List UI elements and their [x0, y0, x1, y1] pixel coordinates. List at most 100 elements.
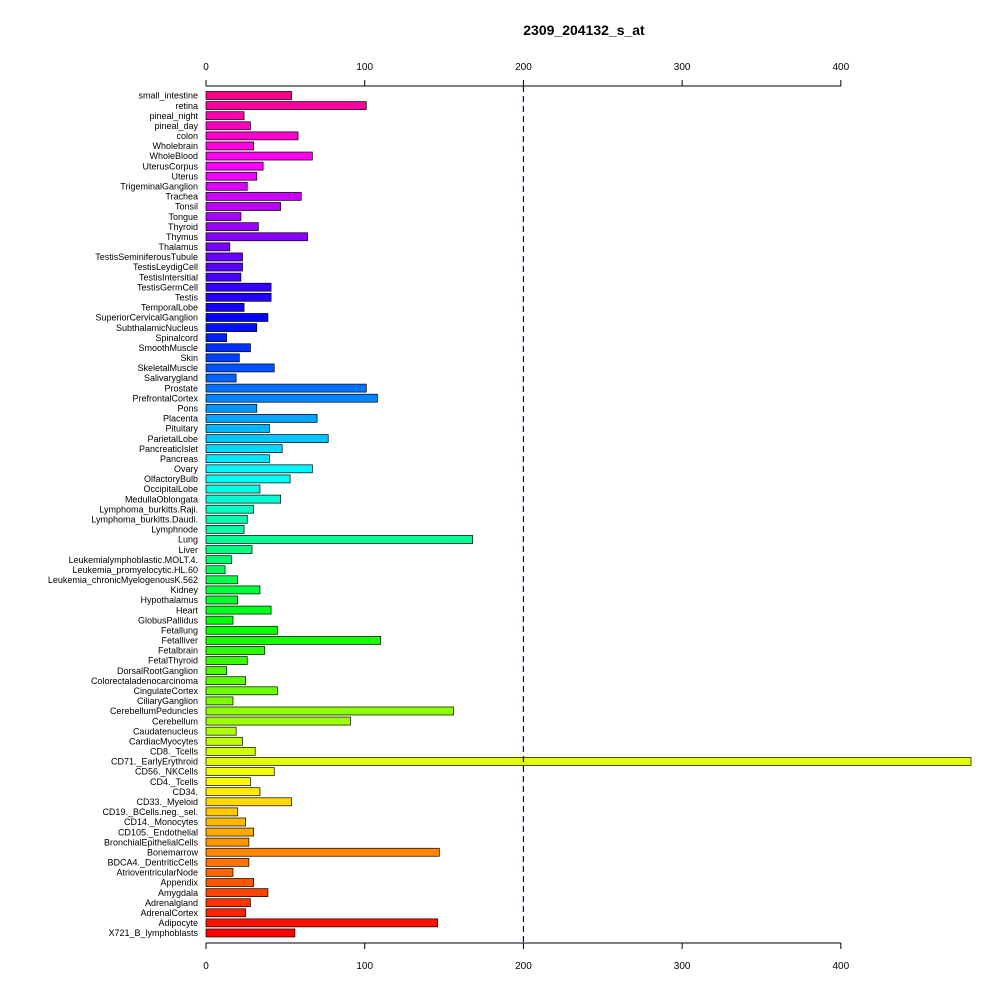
bar-SmoothMuscle: [205, 343, 251, 353]
category-label: TestisLeydigCell: [133, 262, 198, 272]
category-label: Hypothalamus: [140, 595, 198, 605]
category-label: CD8._Tcells: [150, 747, 199, 757]
bar-Leukemia_chronicMyelogenousK.562: [205, 575, 239, 585]
category-label: ParietalLobe: [147, 434, 198, 444]
category-label: Adrenalgland: [145, 898, 198, 908]
category-label: CD56._NKCells: [135, 767, 199, 777]
bar-retina: [205, 101, 367, 110]
category-label: CD33._Myeloid: [136, 797, 198, 807]
category-label: CardiacMyocytes: [129, 736, 199, 746]
bar-TrigeminalGanglion: [205, 181, 248, 191]
category-label: Pancreas: [160, 454, 199, 464]
category-label: colon: [176, 131, 198, 141]
bar-Caudatenucleus: [205, 726, 237, 736]
bar-SubthalamicNucleus: [205, 323, 258, 332]
bar-Skin: [205, 353, 240, 363]
bar-Salivarygland: [205, 373, 237, 383]
bar-Pancreas: [205, 454, 270, 464]
bottom-axis-tick-label: 200: [515, 961, 532, 972]
category-label: Tongue: [168, 212, 198, 222]
bar-CD8._Tcells: [205, 746, 256, 756]
bar-X721_B_lymphoblasts: [205, 928, 296, 938]
bar-Colorectaladenocarcinoma: [205, 676, 247, 686]
bar-Adipocyte: [205, 918, 439, 928]
category-label: Skin: [180, 353, 198, 363]
category-label: Testis: [175, 293, 199, 303]
category-label: OlfactoryBulb: [144, 474, 198, 484]
top-axis-tick-label: 100: [356, 62, 373, 73]
bar-UterusCorpus: [205, 161, 264, 171]
category-label: PancreaticIslet: [139, 444, 199, 454]
bar-Testis: [205, 292, 272, 302]
bar-Cerebellum: [205, 716, 351, 726]
bar-Leukemialymphoblastic.MOLT.4.: [205, 555, 232, 564]
bar-ParietalLobe: [205, 434, 329, 443]
bar-CerebellumPeduncles: [205, 706, 454, 716]
category-label: SmoothMuscle: [138, 343, 198, 353]
chart-title: 2309_204132_s_at: [523, 22, 645, 38]
bar-CD4._Tcells: [205, 777, 251, 786]
top-axis-tick-label: 300: [674, 62, 691, 73]
category-label: CerebellumPeduncles: [110, 706, 199, 716]
top-axis-tick-label: 0: [203, 62, 209, 73]
bar-Tonsil: [205, 202, 281, 211]
category-label: CiliaryGanglion: [137, 696, 198, 706]
category-label: TestisSeminiferousTubule: [95, 252, 198, 262]
bar-TestisSeminiferousTubule: [205, 252, 243, 262]
category-label: Lung: [178, 535, 198, 545]
bar-Liver: [205, 545, 253, 554]
bar-Lymphoma_burkitts.Raji.: [205, 504, 254, 514]
category-label: retina: [175, 101, 198, 111]
category-label: CD19._BCells.neg._sel.: [102, 807, 198, 817]
bar-Adrenalgland: [205, 898, 251, 908]
bar-FetalThyroid: [205, 656, 248, 665]
category-label: BDCA4._DentriticCells: [107, 858, 198, 868]
category-label: Prostate: [164, 383, 198, 393]
category-label: Adipocyte: [158, 918, 198, 928]
category-label: CD34.: [172, 787, 198, 797]
bar-CD14._Monocytes: [205, 817, 247, 827]
category-label: GlobusPallidus: [138, 615, 199, 625]
category-label: DorsalRootGanglion: [117, 666, 198, 676]
category-label: pineal_night: [149, 111, 198, 121]
category-label: Leukemia_promyelocytic.HL.60: [72, 565, 198, 575]
category-label: Trachea: [165, 192, 198, 202]
bar-CD56._NKCells: [205, 767, 275, 776]
category-label: TestisIntersitial: [139, 272, 198, 282]
bar-CD33._Myeloid: [205, 797, 293, 807]
top-axis-tick-label: 200: [515, 62, 532, 73]
category-label: TrigeminalGanglion: [120, 182, 198, 192]
bar-GlobusPallidus: [205, 615, 234, 625]
category-label: Kidney: [170, 585, 198, 595]
bar-TestisGermCell: [205, 282, 272, 292]
bar-Uterus: [205, 171, 258, 181]
category-label: Lymphnode: [151, 525, 198, 535]
bar-Heart: [205, 605, 272, 615]
category-label: Fetallung: [161, 625, 198, 635]
bar-Placenta: [205, 414, 318, 423]
bar-PrefrontalCortex: [205, 393, 378, 403]
category-label: Colorectaladenocarcinoma: [91, 676, 198, 686]
category-label: small_intestine: [138, 91, 198, 101]
bar-SkeletalMuscle: [205, 363, 275, 373]
bar-AdrenalCortex: [205, 908, 247, 918]
bottom-axis-tick-label: 0: [203, 961, 209, 972]
category-label: Heart: [176, 605, 199, 615]
category-label: Pituitary: [165, 424, 198, 434]
bar-BDCA4._DentriticCells: [205, 857, 250, 867]
top-axis-tick-label: 400: [833, 62, 850, 73]
bar-Hypothalamus: [205, 595, 239, 605]
bar-Lymphoma_burkitts.Daudi.: [205, 514, 248, 524]
category-label: AdrenalCortex: [140, 908, 198, 918]
bar-Bonemarrow: [205, 847, 440, 857]
bar-CiliaryGanglion: [205, 696, 234, 706]
category-label: Thalamus: [158, 242, 198, 252]
bar-Leukemia_promyelocytic.HL.60: [205, 565, 226, 575]
bar-Fetalbrain: [205, 646, 266, 655]
category-label: SuperiorCervicalGanglion: [95, 313, 198, 323]
bar-Ovary: [205, 464, 313, 474]
bar-OccipitalLobe: [205, 484, 261, 494]
category-label: Appendix: [160, 878, 198, 888]
category-label: Fetalliver: [161, 636, 198, 646]
